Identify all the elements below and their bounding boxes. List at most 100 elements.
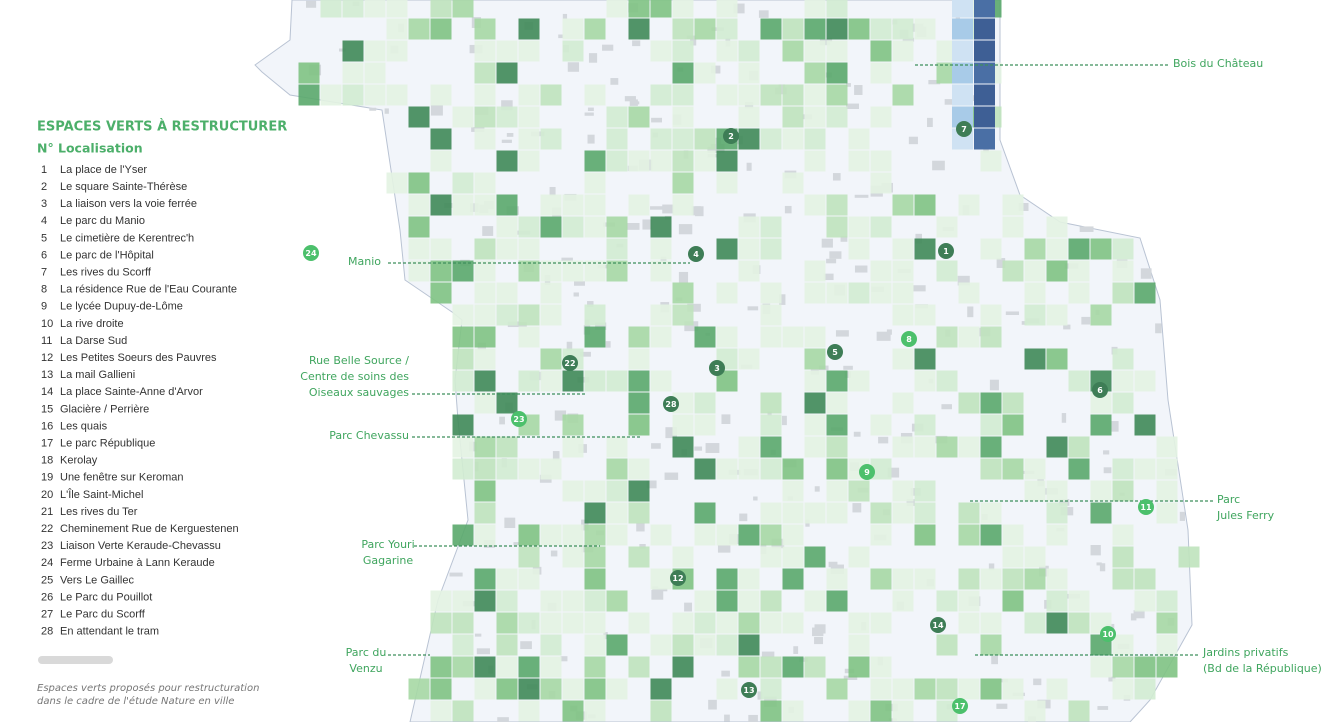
green-cell	[716, 458, 738, 480]
building	[552, 451, 560, 461]
marker-number: 5	[832, 348, 838, 357]
green-cell	[562, 194, 584, 216]
green-cell	[1112, 392, 1134, 414]
green-cell	[980, 150, 1002, 172]
green-cell	[518, 656, 540, 678]
building	[886, 329, 892, 335]
green-cell	[474, 326, 496, 348]
green-cell	[1024, 546, 1046, 568]
green-cell	[452, 172, 474, 194]
green-cell	[694, 18, 716, 40]
item-number: 8	[41, 284, 47, 296]
map-label: Venzu	[349, 662, 382, 675]
green-cell	[1024, 282, 1046, 304]
building	[1155, 323, 1162, 334]
green-cell	[804, 150, 826, 172]
green-cell	[540, 348, 562, 370]
building	[746, 162, 752, 171]
building	[761, 651, 775, 658]
green-cell	[1134, 370, 1156, 392]
green-cell	[760, 700, 782, 722]
green-cell	[474, 172, 496, 194]
building	[821, 238, 833, 248]
green-cell	[364, 0, 386, 18]
marker-number: 2	[728, 132, 734, 141]
green-cell	[716, 40, 738, 62]
green-cell	[694, 590, 716, 612]
building	[651, 589, 664, 600]
green-cell	[694, 62, 716, 84]
green-cell	[540, 128, 562, 150]
item-name: Glacière / Perrière	[60, 403, 149, 415]
map-label: Jules Ferry	[1216, 509, 1275, 522]
green-cell	[1112, 370, 1134, 392]
item-name: Liaison Verte Keraude-Chevassu	[60, 540, 221, 552]
green-cell	[782, 458, 804, 480]
green-cell	[672, 436, 694, 458]
green-cell	[496, 458, 518, 480]
item-name: Les quais	[60, 420, 108, 432]
green-cell	[716, 634, 738, 656]
green-cell	[672, 18, 694, 40]
green-cell	[782, 172, 804, 194]
building	[1179, 511, 1186, 521]
green-cell	[892, 678, 914, 700]
green-cell	[804, 348, 826, 370]
green-cell	[760, 502, 782, 524]
building	[520, 641, 532, 650]
green-cell	[452, 700, 474, 722]
green-cell	[650, 0, 672, 18]
green-cell	[540, 590, 562, 612]
green-cell	[804, 326, 826, 348]
map-label: Jardins privatifs	[1202, 646, 1289, 659]
green-cell	[1068, 436, 1090, 458]
green-cell	[540, 282, 562, 304]
green-cell	[496, 194, 518, 216]
green-cell	[914, 18, 936, 40]
green-cell	[1134, 656, 1156, 678]
green-cell	[870, 216, 892, 238]
building	[476, 648, 490, 655]
item-number: 23	[41, 540, 53, 552]
green-cell	[848, 370, 870, 392]
green-cell	[870, 656, 892, 678]
green-cell	[562, 678, 584, 700]
green-cell	[760, 216, 782, 238]
building	[826, 258, 837, 264]
building	[567, 62, 580, 72]
green-cell	[584, 656, 606, 678]
item-name: Le square Sainte-Thérèse	[60, 181, 187, 193]
item-name: Ferme Urbaine à Lann Keraude	[60, 557, 215, 569]
green-cell	[804, 436, 826, 458]
green-cell	[958, 590, 980, 612]
green-cell	[848, 480, 870, 502]
building	[793, 646, 799, 654]
green-cell	[914, 502, 936, 524]
building	[1081, 316, 1091, 325]
green-cell	[1002, 590, 1024, 612]
green-cell	[804, 502, 826, 524]
building	[626, 222, 640, 230]
green-cell	[606, 260, 628, 282]
green-cell	[716, 0, 738, 18]
green-cell	[936, 326, 958, 348]
green-cell	[518, 568, 540, 590]
building	[944, 99, 953, 105]
green-cell	[672, 62, 694, 84]
green-cell	[430, 84, 452, 106]
map-marker	[709, 360, 725, 376]
building	[887, 467, 900, 478]
green-cell	[958, 502, 980, 524]
green-cell	[804, 414, 826, 436]
green-cell	[848, 612, 870, 634]
green-cell	[408, 18, 430, 40]
green-cell	[1068, 370, 1090, 392]
green-cell	[782, 524, 804, 546]
green-cell	[1024, 480, 1046, 502]
green-cell	[892, 700, 914, 722]
building	[1099, 563, 1106, 572]
green-cell	[540, 678, 562, 700]
building	[449, 572, 463, 577]
green-cell	[980, 634, 1002, 656]
legend-header: Localisation	[58, 141, 143, 156]
